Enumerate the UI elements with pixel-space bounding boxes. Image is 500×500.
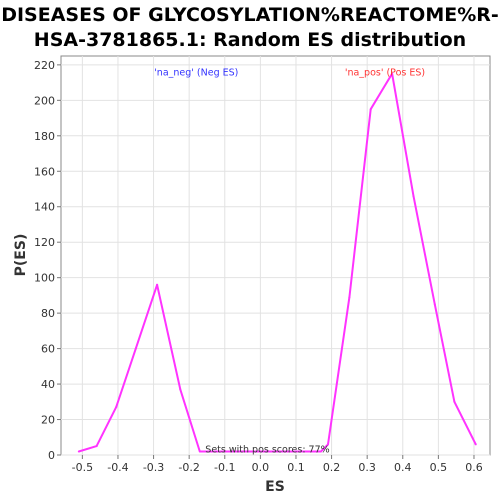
annotation-label: 'na_pos' (Pos ES): [345, 68, 425, 79]
data-point: [474, 443, 477, 446]
y-tick-label: 220: [34, 59, 55, 72]
x-tick-label: -0.1: [214, 461, 235, 474]
y-tick-label: 180: [34, 130, 55, 143]
x-tick-label: -0.5: [72, 461, 93, 474]
y-tick-label: 120: [34, 236, 55, 249]
grid: [61, 56, 490, 456]
data-point: [327, 443, 330, 446]
annotation-label: Sets with pos scores: 77%: [205, 444, 329, 455]
data-point: [77, 450, 80, 453]
data-point: [156, 283, 159, 286]
x-tick-label: 0.2: [323, 461, 341, 474]
data-point: [433, 303, 436, 306]
x-axis-label: ES: [265, 479, 285, 495]
x-axis-ticks: -0.5 -0.4 -0.3 -0.2 -0.1 0.0 0.1 0.2 0.3 0.4 0.5 0.…: [72, 455, 483, 474]
plot-area: [60, 55, 491, 456]
x-tick-label: 0.5: [430, 461, 448, 474]
y-tick-label: 160: [34, 165, 55, 178]
chart-title-line-2: HSA-3781865.1: Random ES distribution: [34, 29, 466, 51]
series-group: [77, 72, 477, 453]
data-point: [198, 450, 201, 453]
y-axis-ticks: 0 20 40 60 80 100 120 140 160 180 200 220: [34, 59, 61, 462]
y-tick-label: 20: [41, 414, 55, 427]
data-point: [179, 388, 182, 391]
y-tick-label: 80: [41, 307, 55, 320]
x-tick-label: -0.2: [178, 461, 199, 474]
data-point: [319, 450, 322, 453]
annotations: 'na_neg' (Neg ES) 'na_pos' (Pos ES) Sets w…: [154, 68, 425, 456]
y-tick-label: 60: [41, 343, 55, 356]
y-tick-label: 140: [34, 201, 55, 214]
data-point: [412, 195, 415, 198]
data-point: [115, 406, 118, 409]
data-point: [348, 296, 351, 299]
data-point: [95, 445, 98, 448]
y-axis-label: P(ES): [13, 234, 29, 277]
x-tick-label: 0.0: [252, 461, 270, 474]
data-point: [453, 400, 456, 403]
series-line: [78, 72, 477, 453]
x-tick-label: -0.3: [143, 461, 164, 474]
data-point: [391, 72, 394, 75]
chart-title-line-1: DISEASES OF GLYCOSYLATION%REACTOME%R-: [1, 4, 499, 26]
x-tick-label: 0.1: [287, 461, 305, 474]
y-tick-label: 200: [34, 94, 55, 107]
annotation-label: 'na_neg' (Neg ES): [154, 68, 238, 79]
y-tick-label: 0: [48, 449, 55, 462]
y-tick-label: 40: [41, 378, 55, 391]
x-tick-label: 0.6: [465, 461, 483, 474]
data-point: [134, 347, 137, 350]
x-tick-label: -0.4: [107, 461, 128, 474]
x-tick-label: 0.4: [394, 461, 412, 474]
data-point: [369, 108, 372, 111]
x-tick-label: 0.3: [358, 461, 376, 474]
y-tick-label: 100: [34, 272, 55, 285]
